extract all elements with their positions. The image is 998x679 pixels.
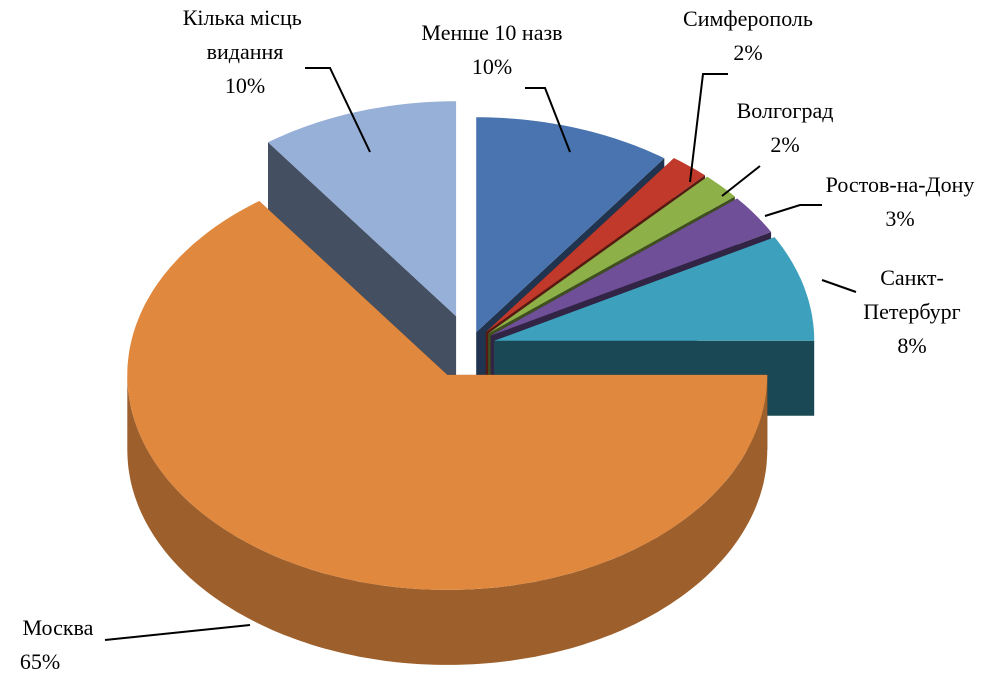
slice-label: Менше 10 назв — [421, 20, 562, 45]
label-line: Петербург — [863, 299, 960, 324]
leader-line — [764, 204, 822, 217]
slice-label: Симферополь — [683, 6, 813, 31]
slice-value-label: 2% — [733, 40, 762, 65]
label-line: видання — [207, 39, 284, 64]
slice-side — [268, 142, 457, 392]
label-line: Москва — [23, 615, 94, 640]
slice — [127, 201, 768, 590]
label-line: Санкт- — [880, 265, 944, 290]
slice-value-label: 8% — [897, 333, 926, 358]
label-line: Кілька місць — [183, 5, 308, 30]
label-line: Симферополь — [683, 6, 813, 31]
slice-label: Москва — [23, 615, 94, 640]
slice-label: Кілька місць видання — [183, 5, 308, 64]
label-line: Ростов-на-Дону — [826, 172, 975, 197]
slice-side — [127, 374, 768, 665]
slice — [268, 101, 457, 392]
slice — [488, 176, 735, 334]
slice — [494, 237, 815, 341]
slice — [485, 158, 705, 333]
leader-line — [104, 624, 251, 641]
label-line: Менше 10 назв — [421, 20, 562, 45]
slice-value-label: 10% — [472, 54, 512, 79]
slice — [268, 101, 457, 317]
leader-line — [821, 279, 857, 293]
leader-line — [305, 67, 371, 153]
slice — [127, 201, 768, 665]
slice-label: Волгоград — [737, 98, 834, 123]
label-line: Волгоград — [737, 98, 834, 123]
slice-value-label: 65% — [20, 649, 60, 674]
leader-line — [721, 165, 761, 197]
slice — [490, 198, 772, 336]
slice — [476, 117, 665, 333]
slice-value-label: 3% — [885, 206, 914, 231]
slice-label: Ростов-на-Дону — [826, 172, 975, 197]
leader-line — [525, 87, 571, 153]
slice-value-label: 2% — [770, 132, 799, 157]
leader-line — [689, 73, 728, 183]
slice-label: Санкт- Петербург — [863, 265, 960, 324]
slice-value-label: 10% — [225, 73, 265, 98]
